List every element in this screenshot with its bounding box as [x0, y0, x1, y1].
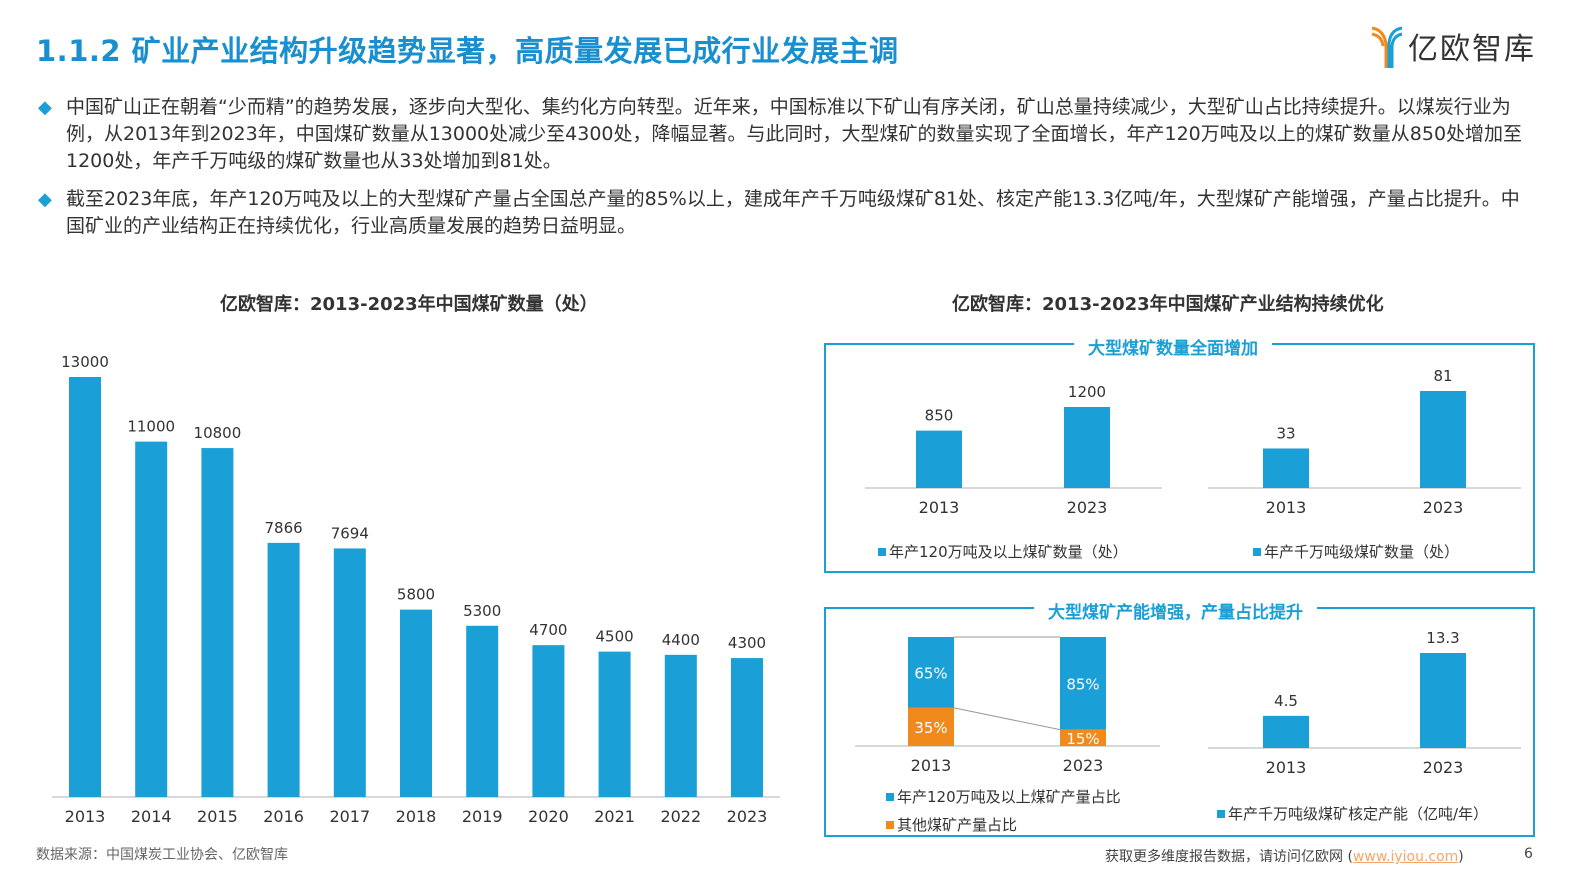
- x-tick-label: 2013: [911, 756, 952, 775]
- data-label: 10800: [194, 424, 242, 442]
- logo-text: 亿欧智库: [1408, 32, 1536, 67]
- x-tick-label: 2023: [1063, 756, 1104, 775]
- legend-item: 年产千万吨级煤矿数量（处）: [1253, 541, 1459, 562]
- data-label: 15%: [1066, 730, 1099, 748]
- data-label: 81: [1433, 367, 1452, 385]
- x-tick-label: 2023: [1067, 498, 1108, 517]
- bar: [466, 625, 499, 797]
- panel-title: 大型煤矿数量全面增加: [1074, 334, 1272, 359]
- x-tick-label: 2021: [594, 807, 635, 826]
- diamond-icon: ◆: [38, 97, 52, 118]
- legend-item: 年产120万吨及以上煤矿产量占比: [886, 786, 1121, 807]
- x-tick-label: 2013: [1266, 758, 1307, 777]
- data-label: 4300: [728, 634, 766, 652]
- data-label: 65%: [914, 664, 947, 682]
- data-label: 4500: [596, 628, 634, 646]
- x-tick-label: 2018: [396, 807, 437, 826]
- data-label: 5300: [463, 602, 501, 620]
- data-label: 11000: [127, 418, 175, 436]
- website-link[interactable]: www.iyiou.com: [1352, 849, 1459, 865]
- data-label: 4400: [662, 631, 700, 649]
- connector-line: [953, 707, 1061, 731]
- legend-item: 年产120万吨及以上煤矿数量（处）: [878, 541, 1128, 562]
- x-tick-label: 2016: [263, 807, 304, 826]
- bar-segment-large: [908, 637, 954, 708]
- x-tick-label: 2013: [65, 807, 106, 826]
- bar: [135, 441, 168, 797]
- diamond-icon: ◆: [38, 189, 52, 210]
- bar-segment-other: [1060, 729, 1106, 746]
- data-label: 7694: [331, 524, 369, 542]
- bar: [598, 651, 631, 797]
- legend-item: 年产千万吨级煤矿核定产能（亿吨/年）: [1217, 803, 1488, 824]
- left-chart-title: 亿欧智库：2013-2023年中国煤矿数量（处）: [220, 294, 598, 315]
- bar: [400, 609, 432, 797]
- x-tick-label: 2013: [1266, 498, 1307, 517]
- data-label: 35%: [914, 719, 947, 737]
- x-tick-label: 2013: [919, 498, 960, 517]
- data-source: 数据来源：中国煤炭工业协会、亿欧智库: [36, 847, 288, 863]
- data-label: 4700: [529, 621, 567, 639]
- data-label: 4.5: [1274, 692, 1298, 710]
- right-chart-title: 亿欧智库：2013-2023年中国煤矿产业结构持续优化: [952, 294, 1384, 315]
- data-label: 850: [925, 407, 954, 425]
- x-tick-label: 2019: [462, 807, 503, 826]
- bar: [333, 548, 366, 797]
- footer-note: 获取更多维度报告数据，请访问亿欧网 (www.iyiou.com): [1105, 849, 1464, 865]
- bar: [916, 430, 962, 488]
- bar: [201, 448, 234, 797]
- page-title: 1.1.2 矿业产业结构升级趋势显著，高质量发展已成行业发展主调: [36, 34, 899, 68]
- data-label: 1200: [1068, 383, 1106, 401]
- bar-segment-other: [908, 707, 954, 746]
- legend-item: 其他煤矿产量占比: [886, 814, 1017, 835]
- x-tick-label: 2017: [329, 807, 370, 826]
- bullet-paragraph: ◆ 中国矿山正在朝着“少而精”的趋势发展，逐步向大型化、集约化方向转型。近年来，中…: [38, 94, 1538, 175]
- data-label: 13.3: [1426, 629, 1459, 647]
- panel-title: 大型煤矿产能增强，产量占比提升: [1034, 598, 1317, 623]
- bar: [1064, 407, 1110, 488]
- bar: [1263, 448, 1309, 488]
- bar: [1420, 391, 1466, 488]
- data-label: 7866: [265, 519, 303, 537]
- bar: [731, 658, 763, 797]
- bar-segment-large: [1060, 637, 1106, 730]
- x-tick-label: 2023: [727, 807, 768, 826]
- logo-icon: [1371, 26, 1403, 68]
- bar: [69, 377, 101, 797]
- bar: [1420, 653, 1466, 748]
- x-tick-label: 2015: [197, 807, 238, 826]
- x-tick-label: 2023: [1423, 498, 1464, 517]
- bar: [532, 645, 565, 797]
- data-label: 13000: [61, 353, 109, 371]
- page-number: 6: [1524, 846, 1533, 862]
- bar: [267, 542, 300, 797]
- bar: [664, 654, 697, 797]
- logo: 亿欧智库: [1370, 24, 1536, 68]
- bar: [1263, 715, 1309, 748]
- data-label: 33: [1276, 424, 1295, 442]
- x-tick-label: 2023: [1423, 758, 1464, 777]
- data-label: 85%: [1066, 675, 1099, 693]
- data-label: 5800: [397, 586, 435, 604]
- x-tick-label: 2020: [528, 807, 569, 826]
- x-tick-label: 2022: [660, 807, 701, 826]
- x-tick-label: 2014: [131, 807, 172, 826]
- bullet-paragraph: ◆ 截至2023年底，年产120万吨及以上的大型煤矿产量占全国总产量的85%以上，…: [38, 186, 1538, 240]
